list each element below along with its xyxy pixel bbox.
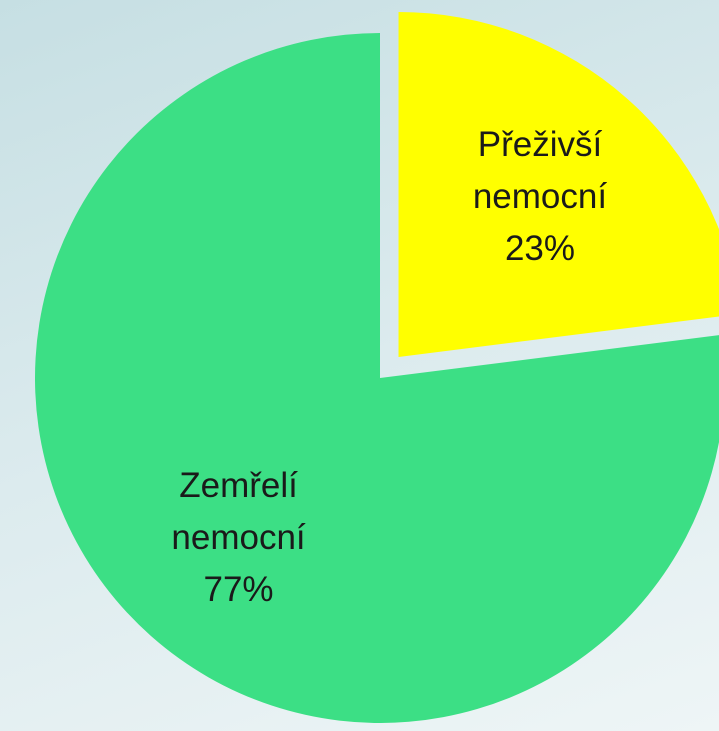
category-label: Přeživší nemocní bbox=[472, 124, 608, 216]
category-label: Zemřelí nemocní bbox=[171, 466, 306, 558]
slice-label: Zemřelí nemocní 77% bbox=[134, 460, 344, 616]
value-label: 77% bbox=[203, 570, 274, 610]
value-label: 23% bbox=[504, 228, 575, 268]
slice-label: Přeživší nemocní 23% bbox=[435, 119, 645, 275]
pie-slice bbox=[35, 33, 719, 723]
pie-slice bbox=[398, 11, 719, 357]
